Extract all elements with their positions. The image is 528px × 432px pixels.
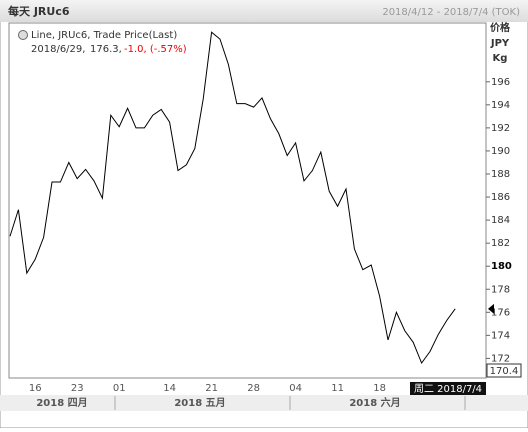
y-tick-label: 184 [491,215,510,226]
axis-label: JPY [490,38,510,49]
y-tick-label: 192 [491,123,510,134]
x-tick-label: 16 [29,383,42,394]
y-tick-label: 186 [491,192,510,203]
y-tick-label: 176 [491,307,510,318]
crosshair-label: 周二 2018/7/4 [414,383,482,395]
y-tick-label: 180 [491,261,512,272]
x-tick-label: 28 [247,383,260,394]
y-tick-label: 182 [491,238,510,249]
x-tick-label: 01 [113,383,126,394]
month-label: 2018 四月 [36,397,87,409]
legend-value: 176.3, [90,44,122,55]
crosshair-box [410,382,486,395]
plot-area [8,22,487,379]
month-band [0,395,528,411]
month-label: 2018 六月 [349,396,400,409]
y-tick-label: 174 [491,330,510,341]
header [0,0,528,22]
line-series [9,31,456,365]
y-tick-label: 188 [491,169,510,180]
month-label: 2018 五月 [174,397,225,409]
legend-icon [18,30,28,40]
x-tick-label: 21 [205,383,218,394]
legend-date: 2018/6/29, [31,44,85,55]
legend-change: -1.0, (-.57%) [124,44,187,55]
y-tick-label: 194 [491,100,510,111]
date-range: 2018/4/12 - 2018/7/4 (TOK) [382,7,520,18]
legend-title: Line, JRUc6, Trade Price(Last) [31,30,177,41]
min-box [486,363,522,378]
x-tick-label: 18 [373,383,386,394]
last-value-marker [488,303,494,314]
y-tick-label: 172 [491,353,510,364]
y-tick-label: 196 [491,77,510,88]
axis-label: 价格 [490,21,511,34]
x-tick-label: 04 [289,383,302,394]
x-tick-label: 23 [71,383,84,394]
min-label: 170.4 [490,366,519,377]
x-tick-label: 14 [163,383,176,394]
x-tick-label: 11 [331,383,344,394]
axis-label: Kg [493,53,508,64]
y-tick-label: 190 [491,146,510,157]
y-tick-label: 178 [491,284,510,295]
chart-title: 每天 JRUc6 [8,4,70,18]
